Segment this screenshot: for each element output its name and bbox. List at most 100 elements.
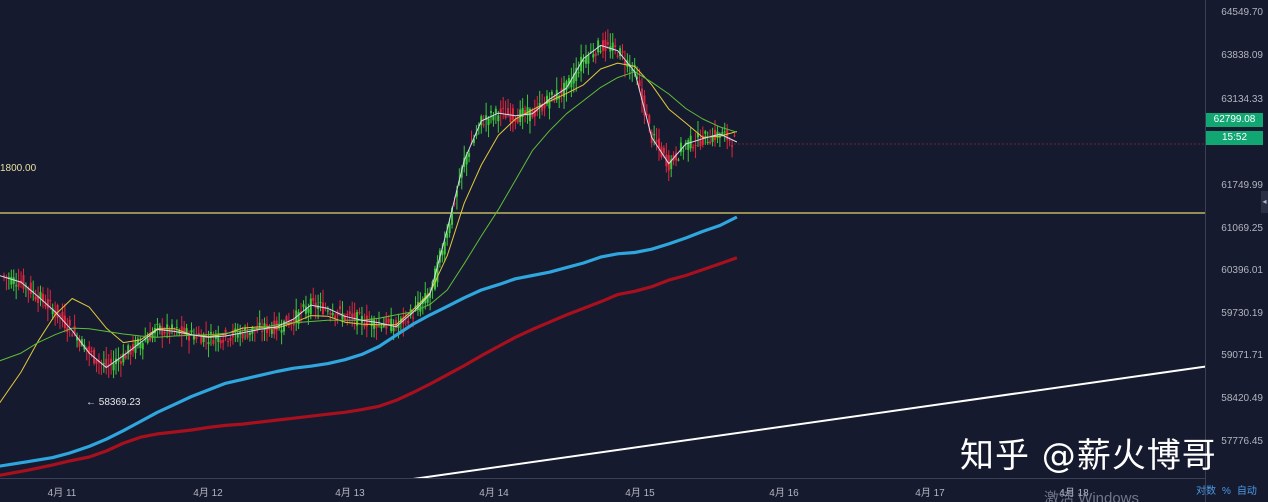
candle-body [15,285,18,287]
candle-body [382,325,385,327]
candle-body [465,154,468,165]
candle-body [606,42,609,45]
candle-body [626,60,629,67]
candle-body [592,54,595,58]
candle-body [17,281,20,287]
candle-body [156,323,159,325]
candle-body [78,339,81,347]
zhihu-watermark: 知乎 @薪火博哥 [960,436,1217,476]
candle-body [524,109,527,115]
candle-body [589,51,592,53]
candle-body [95,360,98,364]
x-tick-label: 4月 12 [193,488,223,499]
candle-body [12,277,15,285]
time-axis[interactable]: 4月 11 4月 12 4月 13 4月 14 4月 15 4月 16 4月 1… [0,478,1205,502]
candle-body [392,327,395,332]
candle-body [584,56,587,64]
candle-body [602,40,605,51]
price-axis[interactable]: 64549.70 63838.09 63134.33 61749.99 6106… [1205,0,1268,502]
candle-body [543,104,546,109]
activate-windows-notice: 激活 Windows [1044,490,1140,502]
candle-body [241,333,244,339]
candle-body [492,115,495,121]
candle-body [482,124,485,126]
candle-body [329,313,332,315]
candle-body [3,275,5,278]
candle-body [105,358,108,369]
candle-body [397,324,400,329]
candle-body [616,55,619,57]
candle-body [451,208,454,225]
candle-body [334,315,337,318]
chart-canvas[interactable] [0,0,1205,478]
candle-body [80,339,83,346]
auto-scale-toggle[interactable]: 自动 [1236,486,1257,497]
candle-body [577,72,580,74]
candle-body [538,103,541,107]
candle-body [256,327,259,331]
candle-body [59,315,62,317]
candle-body [63,315,66,328]
candle-body [419,303,422,312]
candle-body [416,301,419,310]
y-tick-label: 59730.19 [1221,308,1263,319]
candle-body [158,325,161,331]
candle-body [227,341,230,343]
ma-line-white [0,44,738,368]
bar-countdown-tag: 15:52 [1206,131,1263,145]
candle-body [541,104,544,112]
candle-body [136,338,139,346]
candle-body [706,142,709,144]
candle-body [117,359,120,362]
x-tick-label: 4月 15 [625,488,655,499]
candle-body [472,139,475,143]
candle-body [507,108,510,116]
candle-body [231,330,234,338]
candle-body [283,321,286,332]
log-scale-toggle[interactable]: 对数 [1196,486,1216,497]
candle-body [168,329,171,335]
candle-body [161,326,164,336]
candle-body [312,298,315,301]
candle-body [375,324,378,328]
collapse-panel-button[interactable]: ◂ [1261,191,1268,213]
candle-body [387,319,390,323]
candle-body [526,107,529,116]
candle-body [580,56,583,72]
candle-body [139,342,142,349]
candle-body [93,349,96,364]
candle-body [314,302,317,309]
candle-body [412,317,415,319]
candle-body [684,142,687,145]
candle-body [604,39,607,52]
y-tick-label: 59071.71 [1221,350,1263,361]
candle-body [163,332,166,334]
candle-body [477,124,480,126]
candle-body [339,306,342,310]
candle-body [623,61,626,65]
candle-body [73,325,76,334]
trendline [412,365,1205,478]
y-tick-label: 61749.99 [1221,180,1263,191]
candle-body [670,159,673,169]
candle-body [436,262,439,283]
candle-body [188,335,191,341]
candle-body [295,310,298,322]
candle-body [441,250,444,256]
candle-body [348,311,351,315]
candle-body [88,346,91,354]
candle-body [658,138,661,148]
candle-body [171,324,174,330]
candle-body [567,77,570,85]
candle-body [275,320,278,331]
candle-body [519,109,522,122]
candle-body [443,241,446,255]
ma-line-blue [0,215,738,468]
percent-scale-toggle[interactable]: % [1222,486,1231,497]
candle-body [363,324,366,327]
candle-body [429,294,432,298]
candle-body [587,55,590,64]
y-tick-label: 58420.49 [1221,393,1263,404]
y-tick-label: 64549.70 [1221,7,1263,18]
